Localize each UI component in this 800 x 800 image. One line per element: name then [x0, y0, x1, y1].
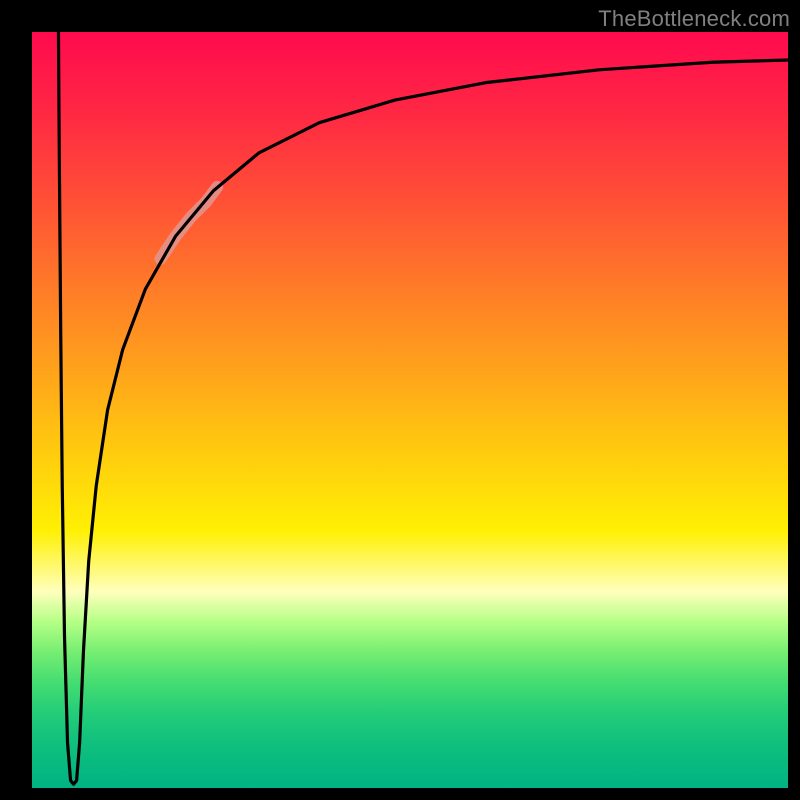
chart-frame	[0, 0, 800, 800]
watermark-text: TheBottleneck.com	[598, 6, 790, 32]
plot-area	[32, 32, 788, 788]
bottleneck-curve	[32, 32, 788, 788]
